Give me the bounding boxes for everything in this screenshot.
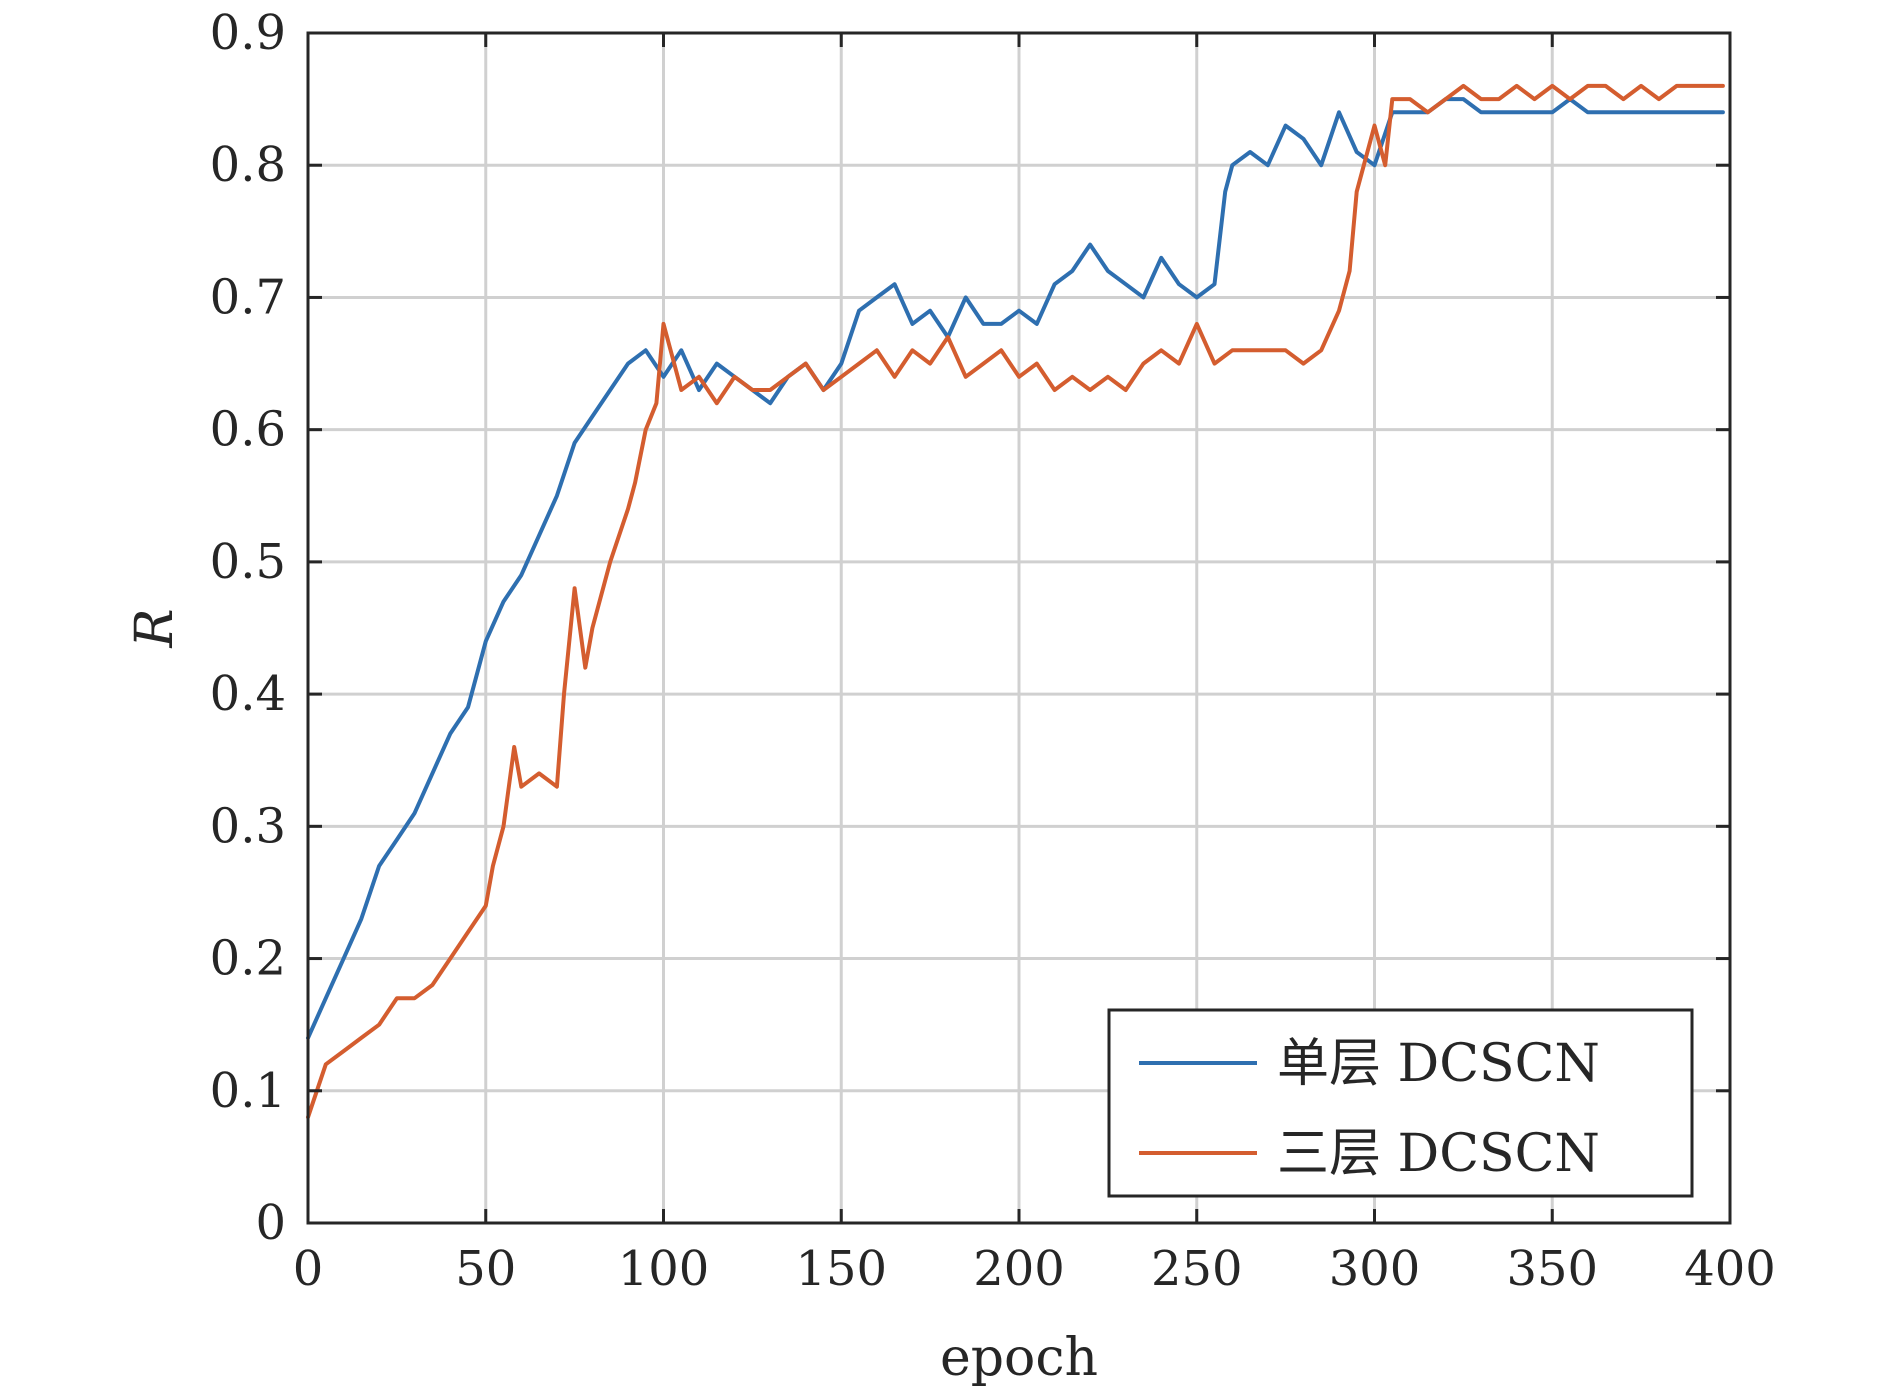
series-line-1 bbox=[306, 97, 1725, 1040]
series-layer bbox=[306, 83, 1725, 1120]
y-tick-label: 0.8 bbox=[210, 137, 286, 193]
y-tick-label: 0.4 bbox=[210, 666, 286, 722]
series-line-2 bbox=[306, 83, 1725, 1120]
legend-box bbox=[1107, 1008, 1694, 1198]
y-tick-label: 0.1 bbox=[210, 1063, 286, 1119]
y-axis-label: R bbox=[125, 608, 185, 648]
x-tick-label: 350 bbox=[1506, 1241, 1598, 1297]
y-tick-label: 0.6 bbox=[210, 402, 286, 458]
legend: 单层 DCSCN 三层 DCSCN bbox=[1107, 1008, 1694, 1198]
ticks: 0 50 100 150 200 250 300 350 400 0 0.1 0.2 0.3 0.4 0.5… bbox=[210, 5, 1776, 1297]
x-tick-label: 300 bbox=[1329, 1241, 1421, 1297]
y-tick-label: 0.2 bbox=[210, 931, 286, 987]
legend-label-1: 单层 DCSCN bbox=[1277, 1034, 1600, 1094]
x-tick-label: 100 bbox=[618, 1241, 710, 1297]
x-axis-label: epoch bbox=[940, 1328, 1098, 1388]
y-tick-label: 0.7 bbox=[210, 269, 286, 325]
x-tick-label: 200 bbox=[973, 1241, 1065, 1297]
legend-label-2: 三层 DCSCN bbox=[1277, 1124, 1600, 1184]
x-tick-label: 0 bbox=[293, 1241, 324, 1297]
x-tick-label: 250 bbox=[1151, 1241, 1243, 1297]
y-tick-label: 0.5 bbox=[210, 534, 286, 590]
x-tick-label: 50 bbox=[455, 1241, 516, 1297]
y-tick-label: 0.3 bbox=[210, 798, 286, 854]
x-tick-label: 400 bbox=[1684, 1241, 1776, 1297]
x-tick-label: 150 bbox=[795, 1241, 887, 1297]
grid bbox=[308, 33, 1730, 1223]
y-tick-label: 0.9 bbox=[210, 5, 286, 61]
y-tick-label: 0 bbox=[255, 1195, 286, 1251]
